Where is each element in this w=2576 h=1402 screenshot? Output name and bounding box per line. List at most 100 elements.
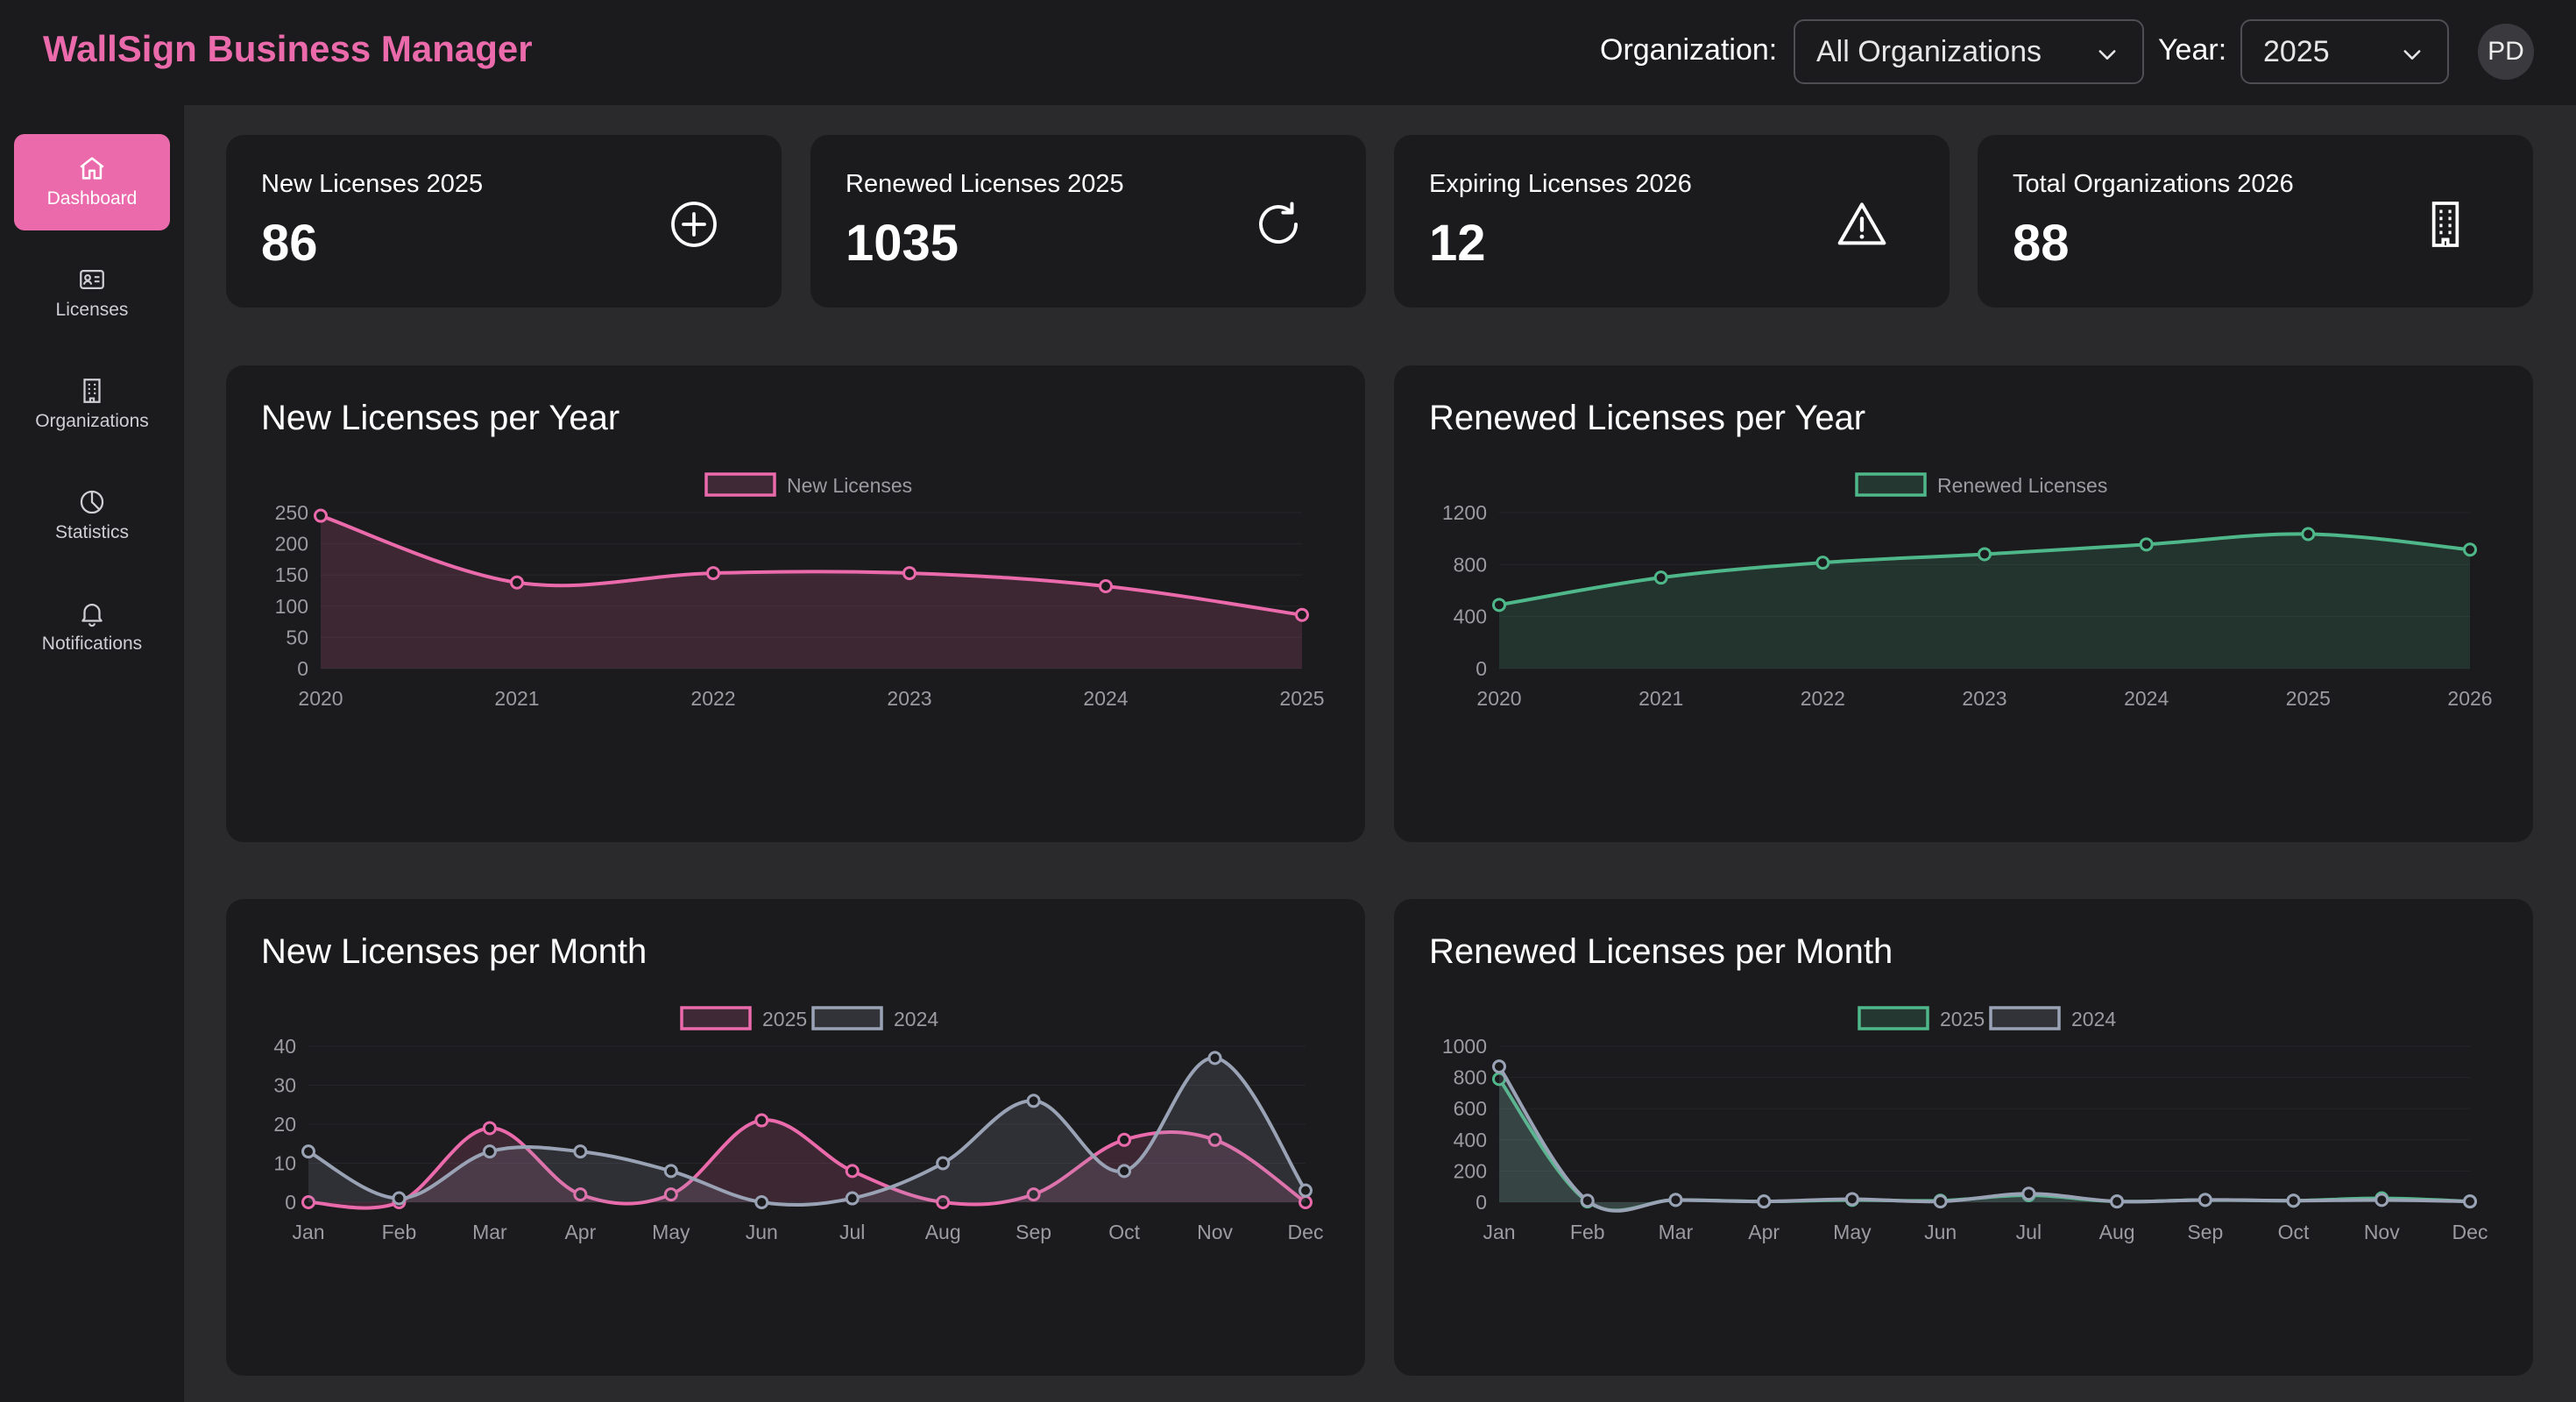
- kpi-label: Expiring Licenses 2026: [1429, 170, 1692, 198]
- bell-icon: [81, 604, 103, 627]
- warning-icon: [1837, 202, 1886, 245]
- year-label: Year:: [2158, 33, 2227, 67]
- legend-item: 2025: [680, 1006, 807, 1030]
- kpi-card-renewed-licenses: Renewed Licenses 2025 1035: [810, 135, 1366, 308]
- building-icon: [2431, 202, 2459, 247]
- chart-card-new-licenses-per-year: New Licenses per Year 0 50 100 150 200 250 202…: [226, 365, 1365, 842]
- x-tick-label: Oct: [2278, 1221, 2310, 1243]
- sidebar-item-organizations[interactable]: Organizations: [14, 357, 170, 453]
- sidebar-item-label: Dashboard: [46, 188, 138, 209]
- kpi-value: 1035: [846, 215, 959, 272]
- x-tick-label: Feb: [382, 1221, 417, 1243]
- x-tick-label: Sep: [1016, 1221, 1051, 1243]
- series-line: [1497, 1066, 2471, 1213]
- x-tick-label: 2022: [1801, 687, 1845, 710]
- sidebar-item-dashboard[interactable]: Dashboard: [14, 134, 170, 230]
- home-icon: [80, 157, 104, 180]
- data-point: [2463, 1194, 2477, 1209]
- series-area: [1499, 534, 2470, 669]
- data-point: [902, 566, 916, 581]
- building-icon: [83, 379, 101, 403]
- data-point: [301, 1195, 315, 1209]
- data-point: [2374, 1193, 2389, 1207]
- x-tick-label: Dec: [1288, 1221, 1324, 1243]
- kpi-card-expiring-licenses: Expiring Licenses 2026 12: [1394, 135, 1950, 308]
- chart-card-renewed-licenses-per-year: Renewed Licenses per Year 0 400 800 1200 202…: [1394, 365, 2533, 842]
- x-tick-label: Aug: [2099, 1221, 2135, 1243]
- y-tick-label: 50: [286, 626, 308, 648]
- data-point: [2021, 1186, 2036, 1201]
- x-tick-label: 2021: [494, 687, 539, 710]
- data-point: [1117, 1132, 1132, 1147]
- chart-title: Renewed Licenses per Year: [1429, 399, 1866, 437]
- legend-item: 2024: [811, 1006, 938, 1030]
- data-point: [2463, 542, 2477, 557]
- chart-title: New Licenses per Year: [261, 399, 620, 437]
- y-tick-label: 0: [1476, 1191, 1487, 1214]
- data-point: [663, 1164, 678, 1179]
- y-tick-label: 800: [1454, 553, 1487, 576]
- refresh-icon: [1259, 202, 1298, 244]
- x-tick-label: Mar: [1659, 1221, 1694, 1243]
- x-tick-label: Sep: [2187, 1221, 2223, 1243]
- user-avatar[interactable]: PD: [2478, 24, 2534, 80]
- y-tick-label: 600: [1454, 1097, 1487, 1120]
- legend-swatch: [680, 1006, 752, 1030]
- data-point: [936, 1156, 951, 1171]
- sidebar-item-statistics[interactable]: Statistics: [14, 468, 170, 564]
- sidebar-item-label: Statistics: [54, 522, 130, 542]
- data-point: [663, 1187, 678, 1202]
- data-point: [754, 1195, 769, 1209]
- data-point: [1653, 570, 1668, 585]
- top-bar: WallSign Business Manager Organization: …: [0, 0, 2576, 105]
- y-tick-label: 1000: [1442, 1035, 1487, 1058]
- app-title: WallSign Business Manager: [43, 28, 533, 69]
- x-tick-label: Jun: [1924, 1221, 1957, 1243]
- data-point: [1933, 1194, 1948, 1209]
- organization-select[interactable]: All Organizations: [1794, 19, 2144, 84]
- y-tick-label: 150: [275, 563, 308, 586]
- organization-select-value: All Organizations: [1816, 35, 2042, 68]
- x-tick-label: Jun: [746, 1221, 778, 1243]
- legend-swatch: [1989, 1006, 2061, 1030]
- y-tick-label: 0: [297, 657, 308, 680]
- y-tick-label: 400: [1454, 605, 1487, 628]
- sidebar-item-label: Organizations: [35, 411, 149, 431]
- series-line: [1497, 1078, 2471, 1213]
- chevron-down-icon: [2098, 50, 2116, 60]
- data-point: [2110, 1194, 2125, 1209]
- series-area: [1499, 1066, 2470, 1211]
- chart-card-new-licenses-per-month: New Licenses per Month 0 10 20 30 40 Jan Feb Ma…: [226, 899, 1365, 1376]
- data-point: [754, 1113, 769, 1128]
- y-tick-label: 1200: [1442, 501, 1487, 524]
- pie-chart-icon: [80, 490, 104, 514]
- x-tick-label: 2026: [2447, 687, 2492, 710]
- y-tick-label: 400: [1454, 1129, 1487, 1151]
- chart-plot: 0 400 800 1200 2020 2021 2022 2023 2024 2025 2026 R…: [1442, 472, 2493, 710]
- sidebar-item-notifications[interactable]: Notifications: [14, 579, 170, 676]
- data-point: [1815, 556, 1830, 570]
- x-tick-label: Nov: [1197, 1221, 1233, 1243]
- year-select[interactable]: 2025: [2240, 19, 2449, 84]
- data-point: [301, 1144, 315, 1159]
- chart-card-renewed-licenses-per-month: Renewed Licenses per Month 0 200 400 600 800…: [1394, 899, 2533, 1376]
- data-point: [1026, 1187, 1041, 1202]
- chart-title: New Licenses per Month: [261, 932, 648, 971]
- sidebar-item-licenses[interactable]: Licenses: [14, 245, 170, 342]
- data-point: [573, 1144, 588, 1159]
- legend-label: 2025: [1940, 1008, 1985, 1030]
- x-tick-label: 2020: [1476, 687, 1521, 710]
- legend-item: 2024: [1989, 1006, 2116, 1030]
- x-tick-label: Apr: [564, 1221, 596, 1243]
- legend-swatch: [1855, 472, 1927, 497]
- x-tick-label: Jan: [1483, 1221, 1515, 1243]
- y-tick-label: 250: [275, 501, 308, 524]
- series-line: [320, 513, 1303, 617]
- legend-swatch: [811, 1006, 883, 1030]
- y-tick-label: 0: [1476, 657, 1487, 680]
- sidebar-item-label: Licenses: [55, 300, 129, 320]
- x-tick-label: 2022: [690, 687, 735, 710]
- x-tick-label: 2024: [1083, 687, 1128, 710]
- data-point: [2139, 537, 2154, 552]
- legend-label: Renewed Licenses: [1937, 474, 2107, 497]
